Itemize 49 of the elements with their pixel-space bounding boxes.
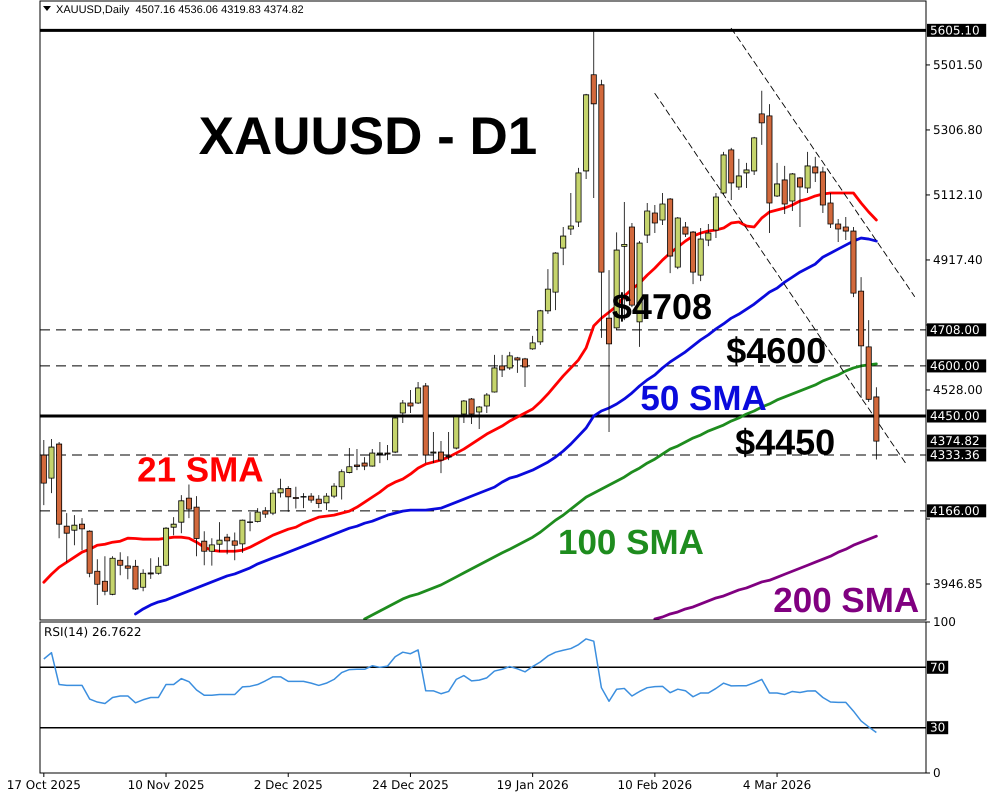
y-tick-label: 3946.85 <box>933 576 983 591</box>
ref-line-label: 4333.36 <box>930 448 980 462</box>
x-tick-label: 19 Jan 2026 <box>496 778 569 792</box>
y-tick-label: 4528.00 <box>933 382 983 397</box>
candlestick <box>644 202 650 244</box>
candlestick <box>568 192 574 236</box>
candlestick <box>170 516 177 536</box>
candlestick <box>64 512 70 563</box>
ref-line-label: 4166.00 <box>930 504 980 518</box>
annotation: $4450 <box>735 421 836 462</box>
candlestick <box>201 530 208 566</box>
y-tick-label: 4917.40 <box>933 252 983 267</box>
x-tick-label: 10 Feb 2026 <box>618 778 692 792</box>
ref-line-label: 4450.00 <box>930 409 980 424</box>
x-tick-label: 2 Dec 2025 <box>254 778 323 792</box>
x-tick-label: 4 Mar 2026 <box>742 778 812 792</box>
chart-title: RSI(14) 26.7622 <box>44 625 142 639</box>
chart-subtitle: XAUUSD,Daily 4507.16 4536.06 4319.83 4374.82 <box>56 4 304 16</box>
candlestick <box>736 158 742 190</box>
y-tick-label: 5112.10 <box>933 188 983 202</box>
candlestick <box>712 192 719 238</box>
y-tick-label: 5501.50 <box>933 58 983 72</box>
line-series <box>43 638 878 734</box>
ref-line-label: 30 <box>930 720 946 735</box>
candlestick <box>583 93 590 180</box>
series-label: 21 SMA <box>137 450 264 490</box>
candlestick <box>163 526 170 567</box>
y-tick-label: 100 <box>933 615 956 629</box>
candlestick <box>86 530 93 578</box>
candlestick <box>575 168 582 228</box>
y-tick-label: 5306.80 <box>933 122 983 137</box>
series-label: 50 SMA <box>640 378 767 418</box>
series-label: 200 SMA <box>773 580 920 620</box>
ref-line-label: 4600.00 <box>930 358 980 373</box>
series-label: 100 SMA <box>558 522 704 562</box>
x-tick-label: 24 Dec 2025 <box>372 778 449 792</box>
y-tick-label: 0 <box>933 766 941 780</box>
annotation: $4600 <box>726 330 826 371</box>
text: XAUUSD - D1 <box>198 106 538 166</box>
text: 4374.82 <box>930 434 980 448</box>
x-tick-label: 17 Oct 2025 <box>6 778 81 792</box>
ref-line-label: 5605.10 <box>930 23 980 38</box>
candlestick <box>560 226 566 266</box>
ref-line-label: 70 <box>930 660 946 674</box>
candlestick <box>530 335 536 350</box>
candlestick <box>208 538 215 566</box>
x-tick-label: 10 Nov 2025 <box>128 778 204 792</box>
ref-line-label: 4708.00 <box>930 322 980 337</box>
candlestick <box>705 224 712 246</box>
